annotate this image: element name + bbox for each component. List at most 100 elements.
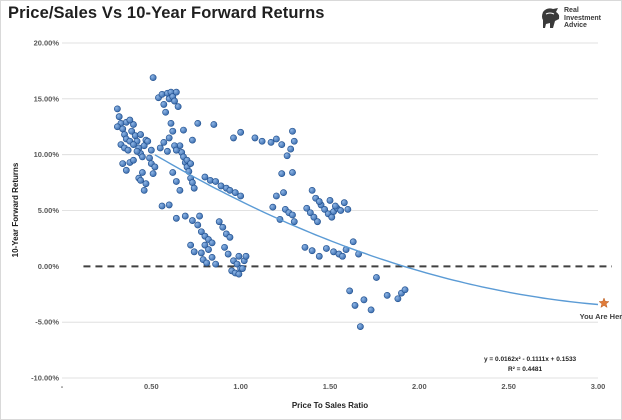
data-point <box>164 147 171 155</box>
data-point <box>156 144 164 152</box>
data-point <box>208 253 216 261</box>
data-point <box>226 233 234 241</box>
data-point <box>237 128 245 136</box>
data-point <box>130 121 137 128</box>
data-point <box>303 204 311 212</box>
data-point <box>196 212 203 220</box>
data-point <box>124 146 132 154</box>
data-point <box>197 249 205 257</box>
data-point <box>115 113 123 121</box>
data-point <box>306 209 314 217</box>
data-point <box>224 250 232 258</box>
data-point <box>328 213 336 221</box>
data-point <box>237 192 245 200</box>
data-point <box>272 135 280 143</box>
data-point <box>235 252 243 260</box>
data-point <box>162 108 170 116</box>
data-point <box>230 134 237 142</box>
y-tick-label: 0.00% <box>38 262 60 271</box>
data-point <box>308 247 316 255</box>
data-point <box>208 239 216 247</box>
data-point <box>165 201 173 209</box>
annotation-layer: You Are Here <box>580 297 622 321</box>
data-point <box>314 218 321 226</box>
data-point <box>126 116 134 124</box>
data-point <box>267 138 275 146</box>
data-point <box>346 287 354 295</box>
data-point <box>130 141 137 149</box>
data-point <box>315 198 323 205</box>
data-point <box>289 211 296 219</box>
data-point <box>140 186 148 194</box>
data-point <box>119 160 127 167</box>
data-point <box>122 166 130 174</box>
data-point <box>144 137 152 145</box>
data-point <box>201 173 209 181</box>
data-point <box>187 160 195 167</box>
data-point <box>194 120 202 127</box>
data-point <box>189 179 196 186</box>
data-point <box>356 323 364 331</box>
trendline-equation: y = 0.0162x² - 0.1111x + 0.1533 <box>484 356 577 363</box>
data-point <box>231 189 239 197</box>
y-tick-label: 20.00% <box>34 39 60 48</box>
data-point <box>251 134 259 142</box>
data-point <box>165 134 173 142</box>
data-point <box>201 241 209 249</box>
y-tick-label: -5.00% <box>35 318 59 327</box>
data-point <box>235 270 243 278</box>
data-point <box>172 88 180 96</box>
x-tick-label: 3.00 <box>591 382 606 391</box>
data-point <box>128 127 136 135</box>
data-point <box>340 199 348 207</box>
data-point <box>344 205 352 213</box>
data-point <box>323 245 330 252</box>
logo-line-2: Investment <box>564 14 601 22</box>
data-point <box>212 178 220 185</box>
data-point <box>278 170 286 178</box>
data-point <box>167 120 175 127</box>
data-point <box>331 202 339 210</box>
y-tick-label: -10.00% <box>31 374 59 383</box>
data-point <box>172 146 180 154</box>
data-point <box>197 228 205 236</box>
data-points <box>113 74 409 331</box>
data-point <box>215 218 223 226</box>
y-tick-label: 10.00% <box>34 150 60 159</box>
data-point <box>321 205 329 213</box>
data-point <box>401 286 409 294</box>
trendline-r-squared: R² = 0.4481 <box>508 366 543 373</box>
y-tick-label: 5.00% <box>38 206 60 215</box>
data-point <box>239 265 246 272</box>
data-point <box>194 221 202 229</box>
data-point <box>287 145 295 153</box>
bull-icon <box>542 8 560 28</box>
data-point <box>142 180 150 188</box>
x-tick-label: 1.00 <box>233 382 248 391</box>
data-point <box>151 163 159 171</box>
data-point <box>394 295 402 303</box>
data-point <box>219 223 227 231</box>
data-point <box>272 192 280 200</box>
data-point <box>301 243 309 251</box>
x-tick-label: 0.50 <box>144 382 159 391</box>
data-point <box>289 169 296 176</box>
data-point <box>221 243 228 251</box>
data-point <box>138 169 146 176</box>
data-point <box>326 197 334 204</box>
data-point <box>160 138 168 146</box>
data-point <box>280 189 287 197</box>
x-axis-ticks: - 0.50 1.00 1.50 2.00 2.50 3.00 <box>61 382 606 391</box>
you-are-here-label: You Are Here <box>580 312 622 321</box>
x-tick-label: 2.50 <box>501 382 516 391</box>
data-point <box>147 146 155 154</box>
data-point <box>172 214 180 222</box>
data-point <box>176 186 184 194</box>
data-point <box>383 291 391 299</box>
brand-logo: Real Investment Advice <box>540 6 620 32</box>
data-point <box>187 241 195 249</box>
you-are-here-star-icon <box>598 297 610 308</box>
data-point <box>367 306 375 314</box>
data-point <box>290 137 298 145</box>
